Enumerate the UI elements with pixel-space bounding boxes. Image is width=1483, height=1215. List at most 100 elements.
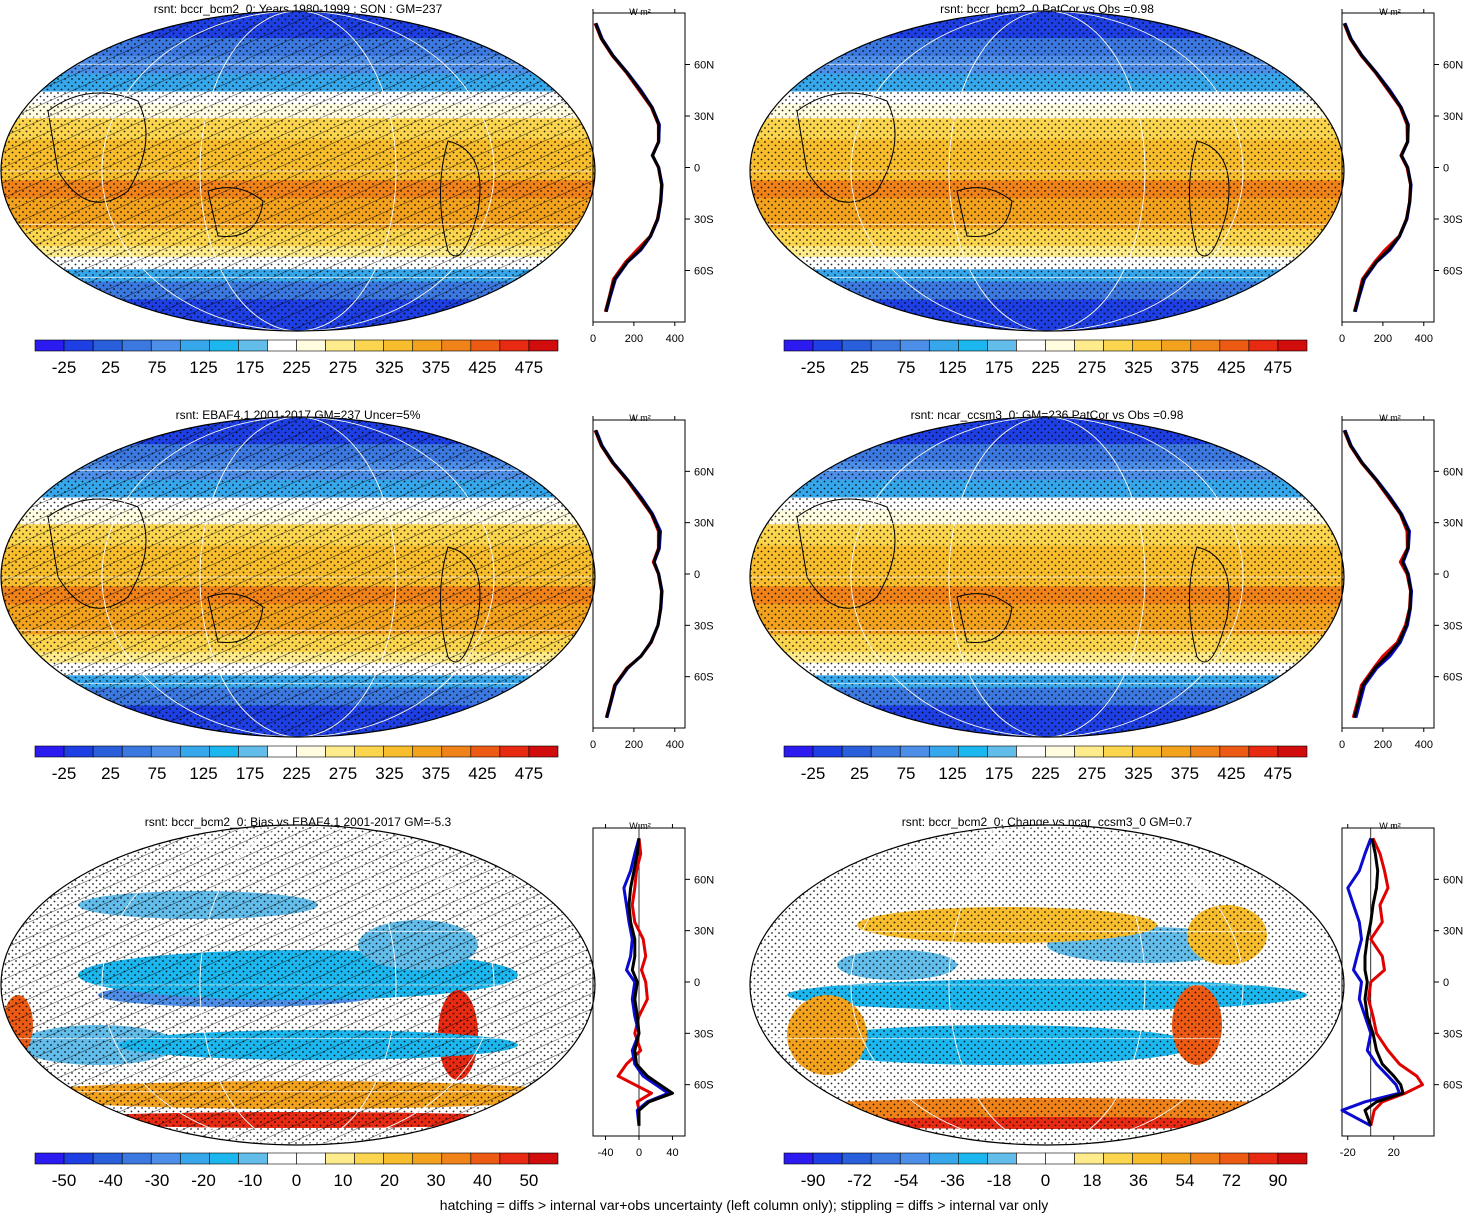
panel-0-profile-series-2 bbox=[594, 22, 664, 313]
panel-1-profile-ylabel-0: 60N bbox=[1443, 60, 1463, 72]
panel-5-colorbar-box-6 bbox=[958, 1152, 988, 1165]
panel-2-colorbar-label-9: 425 bbox=[468, 764, 496, 783]
panel-3-colorbar-label-8: 375 bbox=[1171, 764, 1199, 783]
panel-2-profile-xlabel-2: 400 bbox=[666, 739, 684, 751]
panel-0-profile-unit: W m² bbox=[629, 7, 651, 17]
panel-0-title: rsnt: bccr_bcm2_0: Years 1980-1999 : SON… bbox=[154, 2, 443, 16]
panel-2-colorbar-label-10: 475 bbox=[515, 764, 543, 783]
panel-0-colorbar-box-10 bbox=[325, 339, 355, 352]
panel-4-profile-ylabel-2: 0 bbox=[694, 977, 700, 989]
panel-1-colorbar-label-10: 475 bbox=[1264, 358, 1292, 377]
panel-0-meridian-3 bbox=[101, 11, 495, 331]
panel-3-colorbar-box-16 bbox=[1248, 745, 1279, 758]
panel-2-profile-series-2 bbox=[594, 429, 664, 719]
panel-3-colorbar-box-10 bbox=[1074, 745, 1104, 758]
panel-3-colorbar-box-6 bbox=[958, 745, 988, 758]
panel-2-colorbar-box-1 bbox=[63, 745, 94, 758]
panel-3-profile-ylabel-1: 30N bbox=[1443, 518, 1463, 530]
panel-5-profile-ylabel-0: 60N bbox=[1443, 874, 1463, 886]
panel-3-colorbar-box-4 bbox=[899, 745, 930, 758]
panel-4-colorbar-box-11 bbox=[354, 1152, 384, 1165]
panel-4-colorbar-box-17 bbox=[528, 1152, 559, 1165]
panel-2-colorbar-box-4 bbox=[150, 745, 181, 758]
panel-1-meridian-2 bbox=[948, 11, 1146, 331]
panel-1-colorbar-box-6 bbox=[958, 339, 988, 352]
panel-5-colorbar-box-2 bbox=[841, 1152, 872, 1165]
panel-3-colorbar-box-12 bbox=[1132, 745, 1163, 758]
panel-3-colorbar-box-7 bbox=[987, 745, 1017, 758]
panel-5-profile-ylabel-1: 30N bbox=[1443, 926, 1463, 938]
panel-2-colorbar-label-2: 75 bbox=[148, 764, 167, 783]
panel-5-colorbar-box-15 bbox=[1219, 1152, 1250, 1165]
panel-2-profile-ylabel-0: 60N bbox=[694, 466, 714, 478]
panel-1-colorbar-box-1 bbox=[812, 339, 843, 352]
panel-0-colorbar-label-8: 375 bbox=[422, 358, 450, 377]
panel-1-map-border bbox=[749, 10, 1345, 332]
panel-5-profile-ylabel-3: 30S bbox=[1443, 1028, 1463, 1040]
panel-3: rsnt: ncar_ccsm3_0: GM=236 PatCor vs Obs… bbox=[749, 408, 1463, 783]
panel-2-colorbar-label-5: 225 bbox=[282, 764, 310, 783]
panel-3-profile-series-1 bbox=[1343, 429, 1413, 719]
panel-2-profile-frame bbox=[592, 419, 686, 729]
panel-5-profile-ylabel-4: 60S bbox=[1443, 1080, 1463, 1092]
panel-1-colorbar-box-17 bbox=[1277, 339, 1308, 352]
panel-1-colorbar-box-11 bbox=[1103, 339, 1133, 352]
panel-1-colorbar-box-0 bbox=[783, 339, 814, 352]
panel-0-profile-ylabel-2: 0 bbox=[694, 163, 700, 175]
panel-1-colorbar-label-3: 125 bbox=[938, 358, 966, 377]
panel-0-colorbar-box-5 bbox=[179, 339, 210, 352]
panel-2-colorbar: -25 25 75 125 175 225 275 325 375 425 475 bbox=[34, 745, 559, 783]
panel-3-colorbar-box-17 bbox=[1277, 745, 1308, 758]
panel-5-colorbar-label-4: -18 bbox=[987, 1171, 1012, 1190]
panel-2-colorbar-label-7: 325 bbox=[375, 764, 403, 783]
panel-5-colorbar-box-13 bbox=[1161, 1152, 1192, 1165]
panel-0-colorbar-label-6: 275 bbox=[329, 358, 357, 377]
panel-4-colorbar-box-8 bbox=[267, 1152, 297, 1165]
panel-1-colorbar-box-8 bbox=[1016, 339, 1046, 352]
panel-0-colorbar-box-9 bbox=[296, 339, 326, 352]
panel-5-profile-unit: W m² bbox=[1379, 821, 1401, 831]
panel-5-colorbar-box-3 bbox=[870, 1152, 901, 1165]
panel-3-meridian-3 bbox=[850, 417, 1244, 737]
panel-5-colorbar-box-8 bbox=[1016, 1152, 1046, 1165]
panel-1-colorbar-box-10 bbox=[1074, 339, 1104, 352]
panel-5-colorbar-box-10 bbox=[1074, 1152, 1104, 1165]
panel-5-profile-xlabel-1: 20 bbox=[1388, 1147, 1400, 1159]
panel-0-colorbar-box-15 bbox=[470, 339, 501, 352]
panel-5: rsnt: bccr_bcm2_0: Change vs ncar_ccsm3_… bbox=[749, 815, 1463, 1190]
panel-0-profile-ylabel-1: 30N bbox=[694, 111, 714, 123]
panel-3-colorbar-box-0 bbox=[783, 745, 814, 758]
panel-0-colorbar-box-2 bbox=[92, 339, 123, 352]
panel-4-colorbar-box-10 bbox=[325, 1152, 355, 1165]
panel-1-colorbar-box-13 bbox=[1161, 339, 1192, 352]
panel-0-colorbar-box-17 bbox=[528, 339, 559, 352]
panel-3-profile-series-2 bbox=[1343, 429, 1413, 719]
panel-2-colorbar-box-11 bbox=[354, 745, 384, 758]
panel-5-colorbar-box-14 bbox=[1190, 1152, 1221, 1165]
panel-5-title: rsnt: bccr_bcm2_0: Change vs ncar_ccsm3_… bbox=[902, 815, 1193, 829]
panel-5-colorbar-label-10: 90 bbox=[1268, 1171, 1287, 1190]
figure-caption: hatching = diffs > internal var+obs unce… bbox=[440, 1197, 1048, 1213]
panel-5-map bbox=[749, 824, 1345, 1146]
panel-5-profile: W m² 60N 30N 0 30S 60S -20 20 bbox=[1340, 821, 1463, 1159]
panel-2-colorbar-box-16 bbox=[499, 745, 530, 758]
panel-3-colorbar-label-2: 75 bbox=[897, 764, 916, 783]
panel-1-meridian-3 bbox=[850, 11, 1244, 331]
panel-4-colorbar-label-6: 10 bbox=[334, 1171, 353, 1190]
panel-0-map bbox=[0, 10, 596, 332]
panel-3-profile-ylabel-4: 60S bbox=[1443, 672, 1463, 684]
panel-3-colorbar-box-3 bbox=[870, 745, 901, 758]
panel-4-colorbar-label-0: -50 bbox=[52, 1171, 77, 1190]
panel-3-colorbar-box-8 bbox=[1016, 745, 1046, 758]
panel-0-colorbar-box-3 bbox=[121, 339, 152, 352]
panel-2-colorbar-box-3 bbox=[121, 745, 152, 758]
panel-4-colorbar: -50 -40 -30 -20 -10 0 10 20 30 40 50 bbox=[34, 1152, 559, 1190]
panel-0-colorbar-label-3: 125 bbox=[189, 358, 217, 377]
panel-3-colorbar-label-9: 425 bbox=[1217, 764, 1245, 783]
panel-1-profile-xlabel-1: 200 bbox=[1374, 333, 1392, 345]
panel-1-colorbar-box-7 bbox=[987, 339, 1017, 352]
panel-0-colorbar-box-16 bbox=[499, 339, 530, 352]
panel-4-colorbar-label-10: 50 bbox=[519, 1171, 538, 1190]
panel-0-colorbar-box-1 bbox=[63, 339, 94, 352]
panel-0-profile-xlabel-2: 400 bbox=[666, 333, 684, 345]
